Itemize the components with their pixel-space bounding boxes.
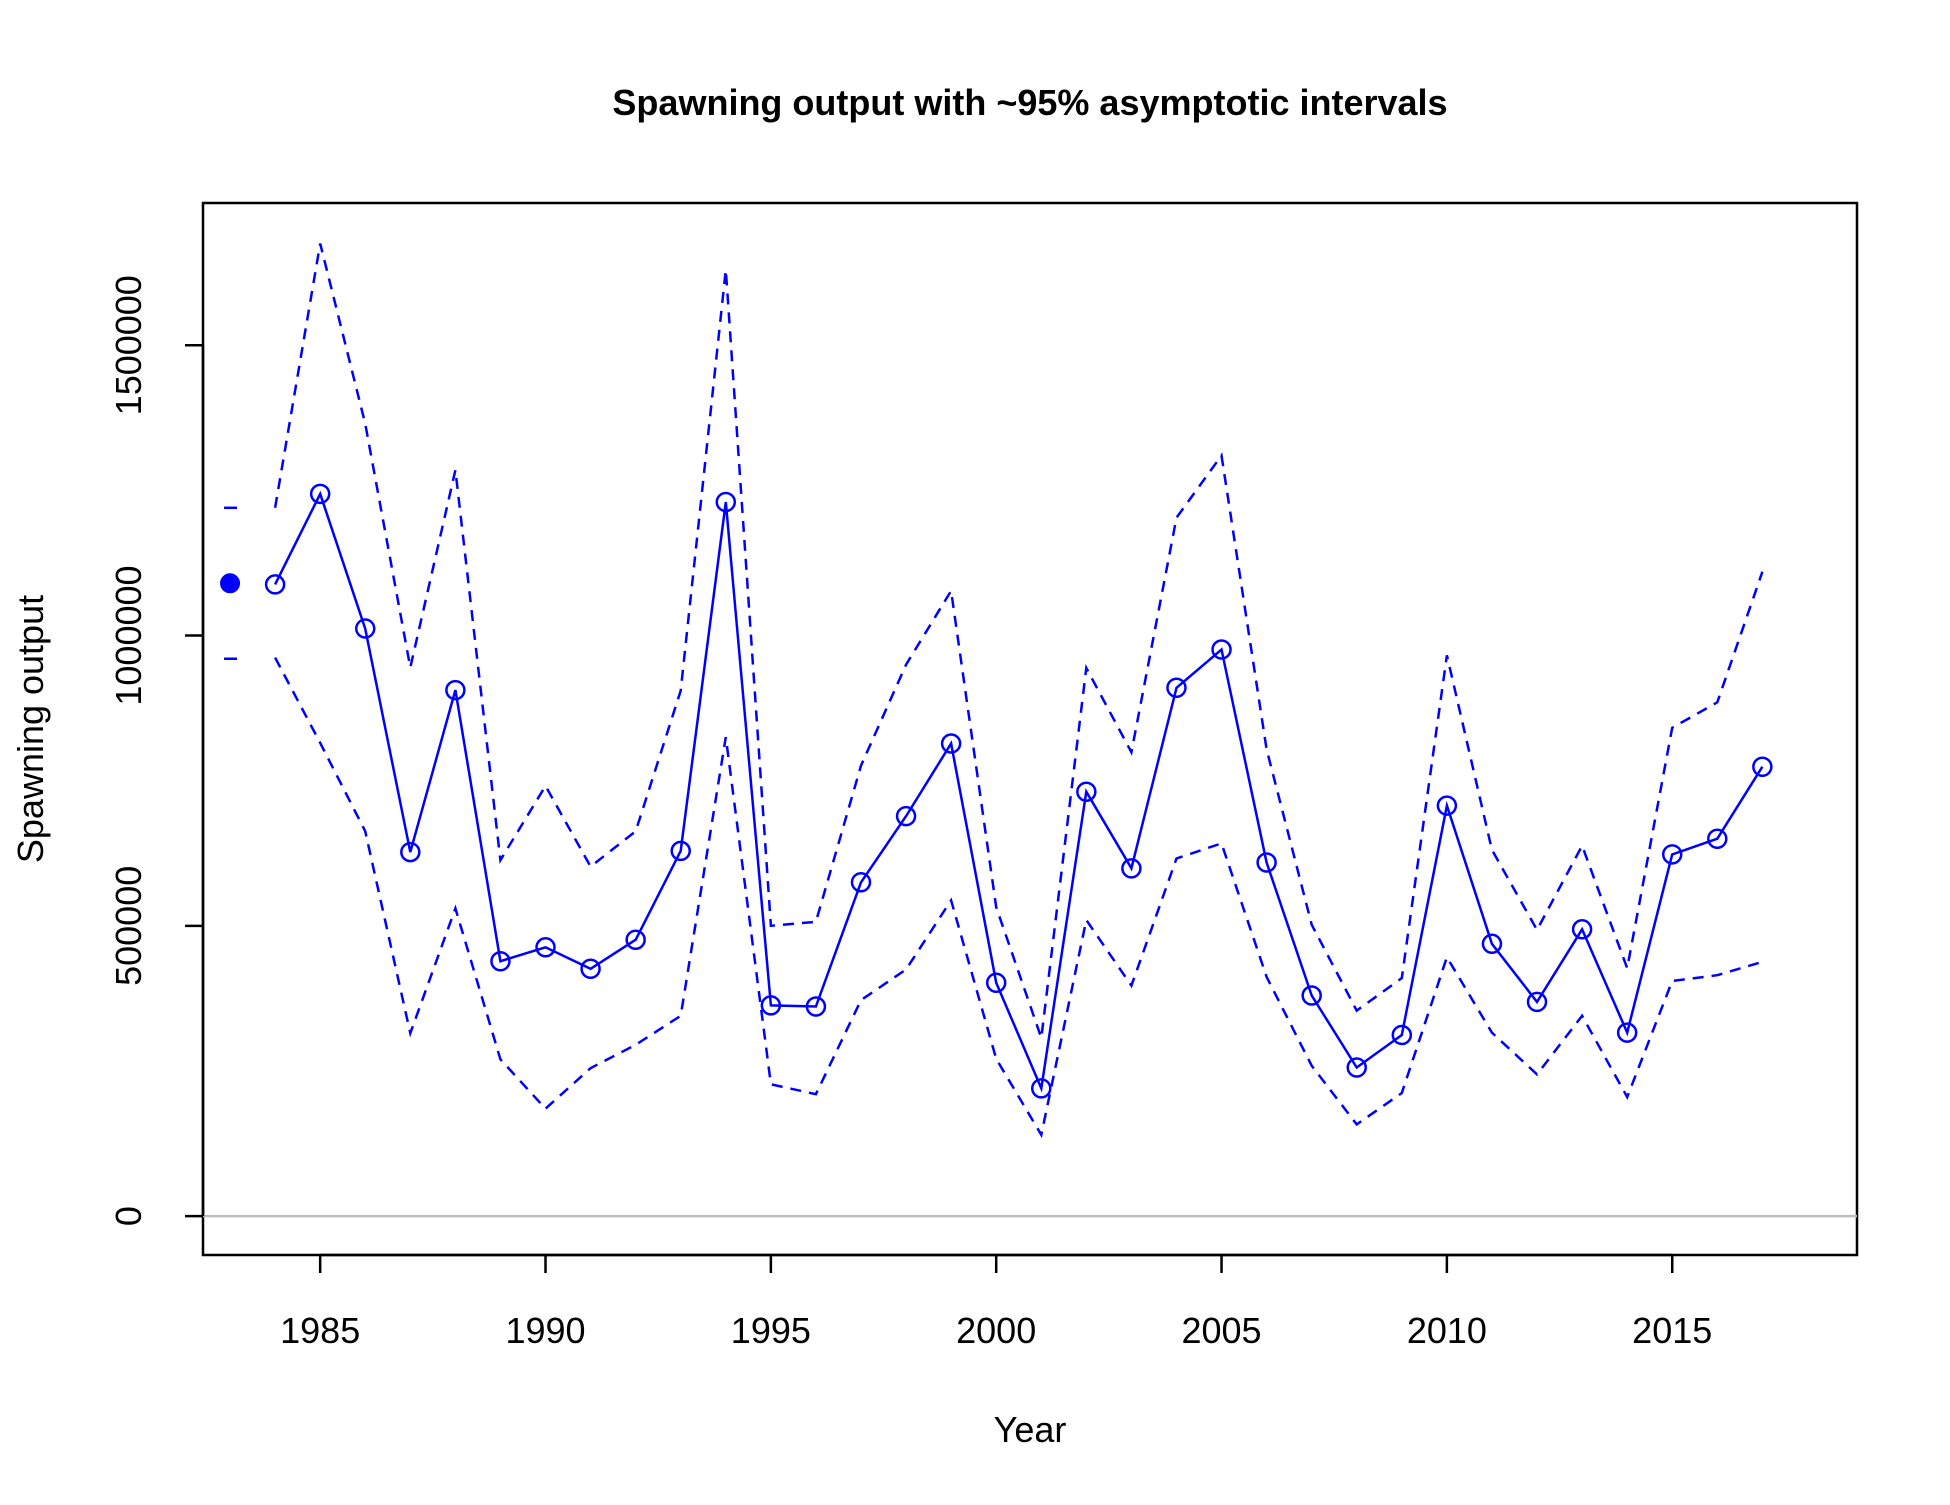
upper-interval-line	[273, 243, 1764, 1039]
data-point	[1121, 858, 1142, 879]
x-tick-label: 2015	[1632, 1310, 1712, 1351]
data-point	[1346, 1057, 1367, 1078]
x-tick-label: 1995	[731, 1310, 811, 1351]
data-point	[1526, 991, 1548, 1013]
lower-interval-line	[273, 657, 1763, 1139]
x-tick-label: 2010	[1407, 1310, 1487, 1351]
y-axis-label: Spawning output	[10, 595, 51, 863]
y-tick-label: 500000	[108, 866, 149, 986]
data-point	[400, 841, 421, 863]
x-tick-label: 2000	[956, 1310, 1036, 1351]
data-point	[940, 733, 962, 754]
data-point	[445, 679, 466, 701]
data-point	[985, 972, 1007, 993]
y-tick-label: 0	[108, 1206, 149, 1226]
data-point	[670, 840, 691, 862]
data-point	[1481, 933, 1503, 955]
x-tick-label: 2005	[1181, 1310, 1261, 1351]
data-point	[1436, 795, 1458, 816]
data-point	[490, 950, 511, 972]
data-point	[354, 618, 376, 639]
chart-title: Spawning output with ~95% asymptotic int…	[612, 82, 1447, 123]
data-point	[805, 996, 827, 1017]
x-tick-label: 1985	[280, 1310, 360, 1351]
data-point	[760, 995, 782, 1016]
data-point	[1661, 844, 1683, 865]
data-point	[264, 574, 286, 595]
data-point	[1707, 828, 1728, 849]
data-point	[625, 929, 646, 950]
data-point	[850, 872, 872, 893]
x-tick-label: 1990	[505, 1310, 585, 1351]
data-point	[1211, 639, 1232, 660]
data-point	[1256, 852, 1277, 873]
y-tick-label: 1000000	[108, 565, 149, 705]
data-point	[1031, 1078, 1052, 1099]
data-point	[715, 491, 737, 513]
data-point	[580, 958, 601, 980]
data-point	[1076, 781, 1097, 802]
spawning-output-line	[273, 490, 1764, 1093]
data-point	[535, 937, 556, 958]
y-tick-label: 1500000	[108, 275, 149, 415]
plot-frame	[201, 201, 1859, 1257]
data-point	[309, 483, 331, 505]
data-point	[1391, 1024, 1413, 1046]
chart-marks: 1985 1990 1995 2000 2005 2010 2015 0 500000 10000…	[108, 243, 1857, 1351]
data-point	[1752, 756, 1773, 777]
data-point	[1616, 1022, 1638, 1043]
virgin-point	[220, 573, 241, 594]
data-point	[1571, 919, 1593, 940]
data-point	[1301, 985, 1322, 1006]
data-point	[895, 805, 917, 827]
data-point	[1166, 677, 1187, 699]
x-axis-label: Year	[994, 1409, 1067, 1450]
